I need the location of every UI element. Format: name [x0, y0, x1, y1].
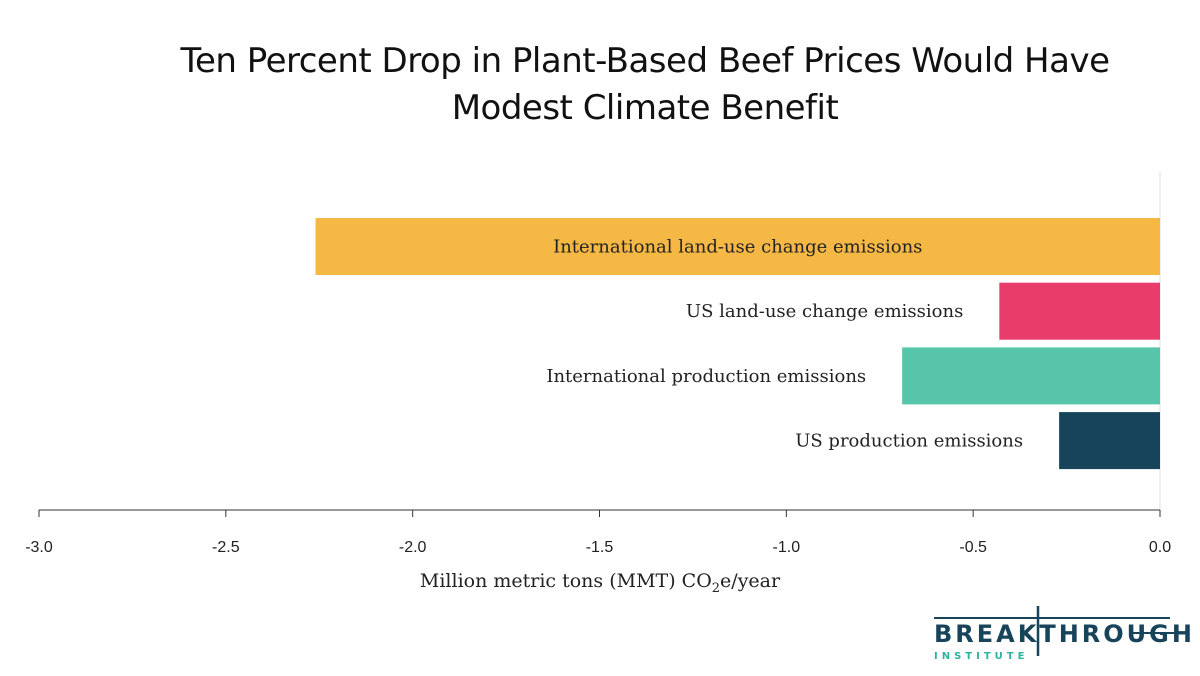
- x-axis-label: Million metric tons (MMT) CO2e/year: [420, 570, 781, 596]
- x-tick-label: -1.5: [586, 539, 614, 556]
- bar: [902, 347, 1160, 405]
- bar-label: US production emissions: [795, 431, 1023, 452]
- svg-text:INSTITUTE: INSTITUTE: [934, 651, 1028, 662]
- breakthrough-institute-logo: BREAKTHROUGH INSTITUTE: [934, 606, 1190, 662]
- chart-title-line-1: Ten Percent Drop in Plant-Based Beef Pri…: [180, 41, 1110, 81]
- x-tick-label: -1.0: [773, 539, 801, 556]
- bar-label: International land-use change emissions: [553, 237, 922, 258]
- x-tick-label: -2.5: [212, 539, 240, 556]
- chart-title: Ten Percent Drop in Plant-Based Beef Pri…: [120, 38, 1170, 132]
- bar-label: International production emissions: [546, 366, 866, 387]
- x-tick-label: -2.0: [399, 539, 427, 556]
- x-tick-label: -0.5: [959, 539, 987, 556]
- chart-title-line-2: Modest Climate Benefit: [451, 88, 839, 128]
- x-tick-label: -3.0: [25, 539, 53, 556]
- bar: [999, 282, 1160, 340]
- x-tick-label: 0.0: [1149, 539, 1171, 556]
- bar: [315, 218, 1161, 275]
- bar-label: US land-use change emissions: [686, 301, 963, 322]
- bar: [1059, 412, 1160, 470]
